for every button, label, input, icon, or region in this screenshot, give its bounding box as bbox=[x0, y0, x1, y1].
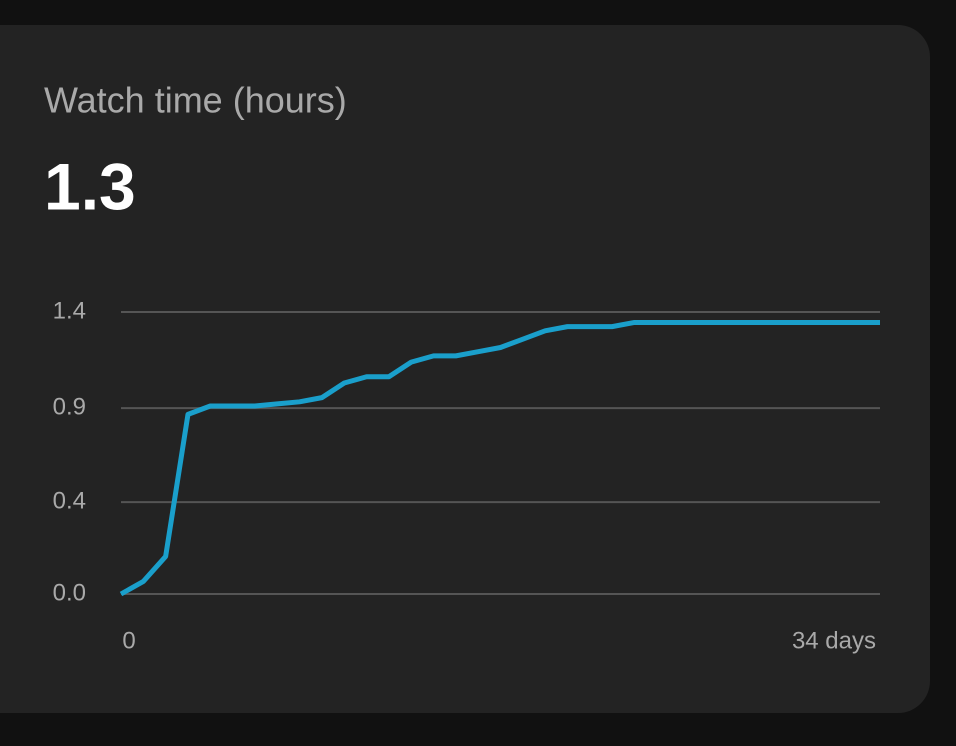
chart-title: Watch time (hours) bbox=[44, 80, 347, 121]
x-tick-label: 34 days bbox=[792, 627, 876, 654]
headline-value: 1.3 bbox=[44, 149, 136, 223]
y-tick-label: 0.9 bbox=[53, 393, 86, 420]
y-tick-label: 0.0 bbox=[53, 579, 86, 606]
data-line bbox=[119, 319, 880, 597]
y-tick-label: 1.4 bbox=[53, 297, 86, 324]
card bbox=[0, 25, 930, 713]
y-tick-label: 0.4 bbox=[53, 487, 86, 514]
x-tick-label: 0 bbox=[122, 627, 135, 654]
